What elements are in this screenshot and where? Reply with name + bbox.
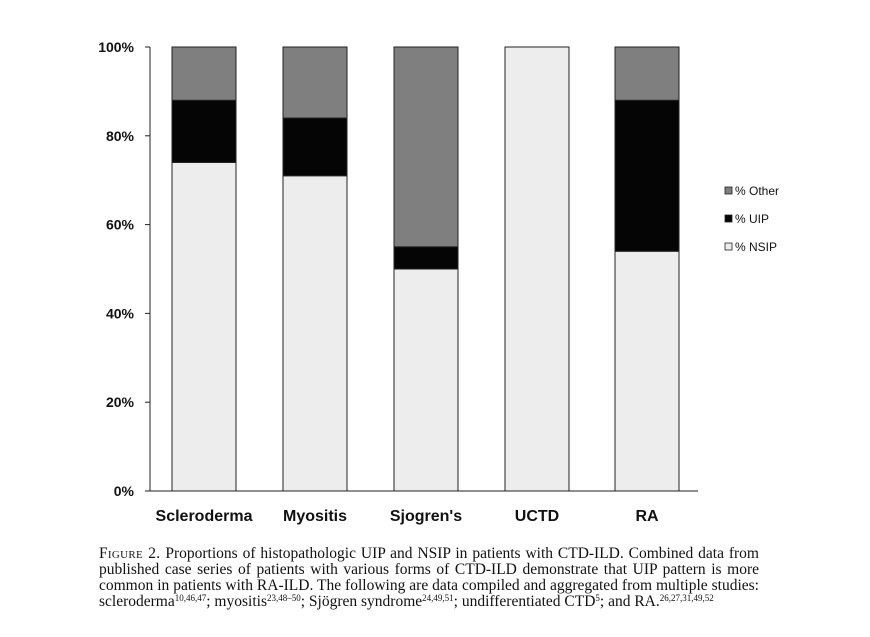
- citation-superscript: 5: [595, 593, 600, 603]
- legend: % Other % UIP % NSIP: [724, 184, 779, 254]
- y-tick-label: 80%: [106, 128, 135, 144]
- legend-swatch: [724, 214, 733, 223]
- y-tick-label: 60%: [106, 217, 135, 233]
- bar-segment-nsip-5: [614, 250, 680, 492]
- caption-text: Proportions of histopathologic UIP and N…: [99, 545, 759, 610]
- citation-superscript: 24,49,51: [422, 593, 454, 603]
- y-tick-label: 100%: [98, 39, 134, 55]
- x-category-label: Scleroderma: [156, 508, 253, 525]
- x-category-label: Sjogren's: [390, 508, 462, 525]
- bar-segment-other-5: [614, 46, 680, 101]
- figure-caption: Figure 2. Proportions of histopathologic…: [99, 546, 759, 610]
- stacked-bar-chart: 0% 20% 40% 60% 80% 100% Scleroderma Myositis Sjo…: [98, 39, 779, 525]
- legend-label: % UIP: [735, 212, 769, 226]
- bar-segment-nsip-4: [504, 46, 570, 492]
- legend-label: % NSIP: [735, 240, 777, 254]
- bar-segment-other-3: [393, 46, 459, 248]
- bar-segment-uip-3: [393, 246, 459, 270]
- citation-superscript: 10,46,47: [174, 593, 207, 603]
- legend-swatch: [724, 186, 733, 195]
- legend-swatch: [724, 242, 733, 251]
- axes: 0% 20% 40% 60% 80% 100% Scleroderma Myositis Sjo…: [98, 39, 698, 525]
- citation-superscript: 26,27,31,49,52: [659, 593, 714, 603]
- caption-text-segment: ; Sjögren syndrome: [300, 593, 423, 610]
- bar-segment-uip-5: [614, 99, 680, 252]
- caption-text-segment: ; myositis: [206, 593, 267, 610]
- bar-segment-uip-1: [171, 99, 237, 163]
- bar-segment-nsip-2: [282, 175, 348, 492]
- y-tick-label: 20%: [106, 394, 135, 410]
- caption-text-segment: Proportions of histopathologic UIP and N…: [99, 545, 759, 610]
- bar-segment-other-2: [282, 46, 348, 119]
- bar-segment-uip-2: [282, 117, 348, 177]
- y-tick-label: 40%: [106, 305, 135, 321]
- caption-text-segment: ; undifferentiated CTD: [453, 593, 596, 610]
- figure-label: Figure 2.: [99, 545, 161, 562]
- x-category-label: UCTD: [515, 508, 559, 525]
- bar-segment-nsip-3: [393, 268, 459, 492]
- bars-layer: [171, 46, 680, 492]
- legend-label: % Other: [735, 184, 779, 198]
- bar-segment-nsip-1: [171, 161, 237, 492]
- x-category-label: Myositis: [283, 508, 347, 525]
- caption-text-segment: ; and RA.: [599, 593, 660, 610]
- x-category-label: RA: [635, 508, 659, 525]
- y-tick-label: 0%: [114, 483, 135, 499]
- citation-superscript: 23,48–50: [266, 593, 301, 603]
- bar-segment-other-1: [171, 46, 237, 101]
